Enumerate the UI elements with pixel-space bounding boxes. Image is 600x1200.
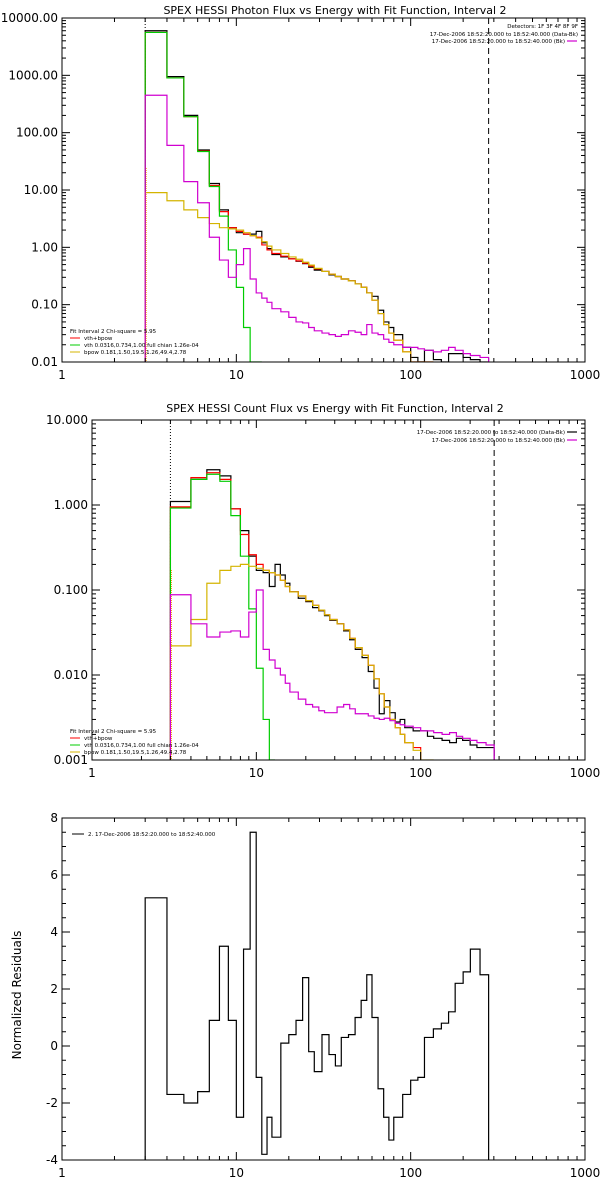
- photon-axes: 1 10 100 1000 0.01 0.10 1.00 10.00 100.00 1000.00…: [1, 11, 600, 382]
- residuals-ytick-label: 2: [50, 982, 58, 996]
- count-legend-left-1: vth 0.0316,0.734,1.00 full chian 1.26e-0…: [84, 743, 199, 749]
- photon-ytick-label: 0.01: [31, 355, 58, 369]
- residuals-panel: 1 10 100 1000 -4 -2 0 2 4 6 8 Normalized Residuals…: [10, 811, 600, 1180]
- count-ytick-label: 0.100: [54, 583, 88, 597]
- count-legend-right-0: 17-Dec-2006 18:52:20.000 to 18:52:40.000…: [417, 430, 565, 436]
- photon-legend-right-1: 17-Dec-2006 18:52:20.000 to 18:52:40.000…: [430, 32, 578, 38]
- residuals-ytick-label: 8: [50, 811, 58, 825]
- count-xtick-label: 100: [409, 766, 432, 780]
- residuals-xtick-label: 10: [229, 1166, 244, 1180]
- count-legend-left-title: Fit Interval 2 Chi-square = 5.95: [70, 729, 157, 735]
- residuals-series-group: [144, 831, 490, 1160]
- count-xtick-label: 1: [88, 766, 96, 780]
- count-series-bk: [169, 589, 495, 760]
- count-legend-left-0: vth+bpow: [84, 736, 113, 742]
- count-xtick-label: 10: [249, 766, 264, 780]
- residuals-xtick-label: 100: [399, 1166, 422, 1180]
- residuals-plot-area: [144, 831, 490, 1160]
- residuals-series-resid: [144, 831, 490, 1160]
- photon-ytick-label: 1.00: [31, 240, 58, 254]
- photon-legend-right-2: 17-Dec-2006 18:52:20.000 to 18:52:40.000…: [432, 39, 565, 45]
- photon-ytick-label: 100.00: [16, 126, 58, 140]
- count-xtick-label: 1000: [570, 766, 600, 780]
- count-ytick-label: 0.010: [54, 668, 88, 682]
- count-title: SPEX HESSI Count Flux vs Energy with Fit…: [166, 402, 503, 415]
- count-plot-area: [169, 420, 495, 760]
- photon-xtick-label: 1000: [570, 368, 600, 382]
- photon-legend-left-0: vth+bpow: [84, 336, 113, 342]
- photon-series-vth: [144, 31, 262, 362]
- residuals-ytick-label: -2: [46, 1096, 58, 1110]
- photon-ytick-label: 1000.00: [8, 68, 58, 82]
- count-panel: SPEX HESSI Count Flux vs Energy with Fit…: [46, 402, 600, 780]
- photon-legend-left-1: vth 0.0316,0.734,1.00 full chian 1.26e-0…: [84, 343, 199, 349]
- photon-ytick-label: 10000.00: [1, 11, 58, 25]
- photon-panel: SPEX HESSI Photon Flux vs Energy with Fi…: [1, 4, 600, 382]
- residuals-ytick-label: 4: [50, 925, 58, 939]
- residuals-ytick-label: -4: [46, 1153, 58, 1167]
- photon-legend-left-2: bpow 0.181,1.50,19.5,1.26,49.4,2.78: [84, 350, 187, 356]
- count-series-group: [169, 420, 495, 760]
- photon-ytick-label: 0.10: [31, 298, 58, 312]
- photon-xtick-label: 1: [58, 368, 66, 382]
- residuals-ylabel: Normalized Residuals: [10, 931, 24, 1060]
- count-series-bpow: [169, 563, 434, 760]
- photon-ytick-label: 10.00: [24, 183, 58, 197]
- residuals-xtick-label: 1: [58, 1166, 66, 1180]
- residuals-axes: 1 10 100 1000 -4 -2 0 2 4 6 8: [46, 811, 600, 1180]
- photon-series-bpow: [144, 192, 434, 362]
- photon-plot-area: [144, 18, 490, 362]
- residuals-ytick-label: 6: [50, 868, 58, 882]
- count-ytick-label: 0.001: [54, 753, 88, 767]
- count-ytick-label: 10.000: [46, 413, 88, 427]
- photon-series-group: [144, 18, 490, 362]
- count-ytick-label: 1.000: [54, 498, 88, 512]
- photon-legend-right-0: Detectors: 1F 3F 4F 8F 9F: [507, 24, 578, 30]
- photon-xtick-label: 100: [399, 368, 422, 382]
- count-legend-right-1: 17-Dec-2006 18:52:20.000 to 18:52:40.000…: [432, 438, 565, 444]
- residuals-ytick-label: 0: [50, 1039, 58, 1053]
- photon-series-bk: [144, 94, 490, 362]
- count-series-vth: [169, 473, 276, 760]
- residuals-xtick-label: 1000: [570, 1166, 600, 1180]
- photon-legend-left-title: Fit Interval 2 Chi-square = 5.95: [70, 329, 157, 335]
- photon-xtick-label: 10: [229, 368, 244, 382]
- residuals-legend-title: 2. 17-Dec-2006 18:52:20.000 to 18:52:40.…: [88, 832, 216, 838]
- count-legend-left-2: bpow 0.181,1.50,19.5,1.26,49.4,2.78: [84, 750, 187, 756]
- photon-title: SPEX HESSI Photon Flux vs Energy with Fi…: [163, 4, 506, 17]
- count-axes: 1 10 100 1000 0.001 0.010 0.100 1.000 10.000: [46, 413, 600, 780]
